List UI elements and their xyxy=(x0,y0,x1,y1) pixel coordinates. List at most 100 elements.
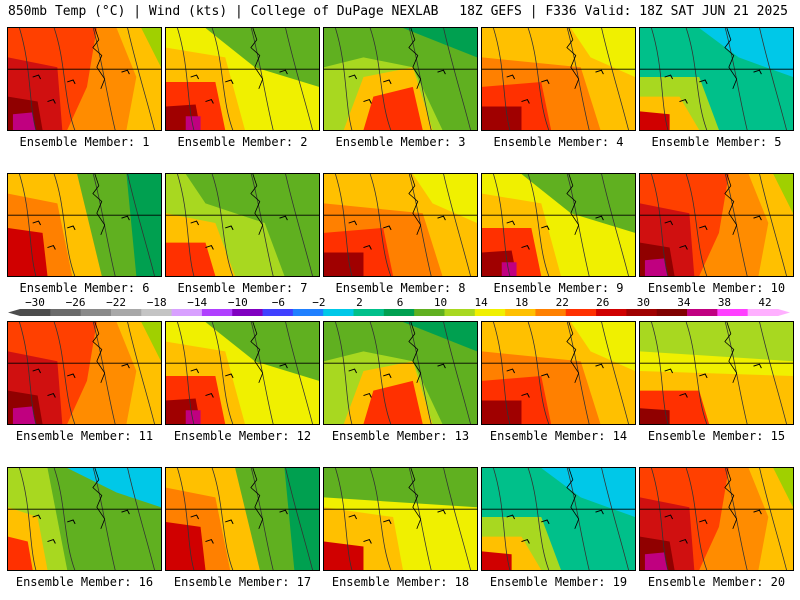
wind-barb xyxy=(437,509,446,515)
wind-barb xyxy=(595,363,604,369)
wind-barb xyxy=(205,538,214,544)
height-contour xyxy=(443,174,471,276)
ensemble-member-map xyxy=(639,27,794,131)
ensemble-member-map xyxy=(323,27,478,131)
wind-barb xyxy=(47,98,56,104)
wind-barb xyxy=(348,514,358,520)
temperature-region xyxy=(501,262,517,276)
wind-barb xyxy=(67,373,76,379)
wind-barb xyxy=(699,373,708,379)
colorbar-segment xyxy=(535,309,567,316)
coastline xyxy=(250,468,264,529)
temperature-region xyxy=(640,408,670,424)
temperature-region xyxy=(482,106,522,130)
coastline xyxy=(566,28,580,89)
coastline xyxy=(724,28,738,89)
ensemble-member-caption: Ensemble Member: 3 xyxy=(335,135,466,149)
height-contour xyxy=(527,468,550,570)
ensemble-member-map xyxy=(165,27,320,131)
temperature-region xyxy=(284,468,319,570)
coastline xyxy=(724,322,738,383)
wind-barb xyxy=(348,220,358,226)
height-contour xyxy=(53,28,76,130)
colorbar-segment xyxy=(626,309,658,316)
wind-barb xyxy=(383,225,392,231)
temperature-region xyxy=(8,227,48,276)
wind-barb xyxy=(225,373,234,379)
ensemble-member-caption: Ensemble Member: 19 xyxy=(489,575,628,589)
height-contour xyxy=(285,468,313,570)
height-contour xyxy=(443,322,471,424)
wind-barb xyxy=(541,373,550,379)
wind-barb xyxy=(190,220,200,226)
temperature-region xyxy=(570,322,635,372)
wind-barb xyxy=(205,98,214,104)
wind-barb xyxy=(506,74,516,80)
wind-barb xyxy=(279,509,288,515)
colorbar-segment xyxy=(50,309,82,316)
coastline xyxy=(92,174,106,235)
colorbar-segment xyxy=(262,309,294,316)
colorbar-segment xyxy=(80,309,112,316)
wind-barb xyxy=(279,215,288,221)
coastline xyxy=(250,28,264,89)
height-contour xyxy=(759,322,787,424)
coastline xyxy=(566,174,580,235)
wind-barb xyxy=(67,519,76,525)
temperature-region xyxy=(640,111,670,130)
wind-barb xyxy=(205,244,214,250)
ensemble-member-caption: Ensemble Member: 5 xyxy=(651,135,782,149)
wind-barb xyxy=(32,220,42,226)
height-contour xyxy=(759,174,787,276)
wind-barb xyxy=(437,363,446,369)
wind-barb xyxy=(363,244,372,250)
wind-barb xyxy=(47,244,56,250)
colorbar-segment xyxy=(323,309,355,316)
wind-barb xyxy=(225,519,234,525)
ensemble-member-caption: Ensemble Member: 8 xyxy=(335,281,466,295)
height-contour xyxy=(650,28,669,130)
colorbar-tick-label: 30 xyxy=(637,296,650,309)
ensemble-member-caption: Ensemble Member: 12 xyxy=(173,429,312,443)
colorbar-right-arrow xyxy=(778,309,790,316)
wind-barb xyxy=(506,368,516,374)
height-contour xyxy=(176,322,195,424)
temperature-region xyxy=(116,28,161,130)
wind-barb xyxy=(541,225,550,231)
colorbar-tick-label: −18 xyxy=(147,296,167,309)
wind-barb xyxy=(348,74,358,80)
colorbar-tick-label: 38 xyxy=(718,296,731,309)
height-contour xyxy=(369,322,392,424)
temperature-region xyxy=(12,112,36,130)
colorbar-segment xyxy=(747,309,779,316)
ensemble-member-map xyxy=(639,173,794,277)
height-contour xyxy=(127,174,155,276)
height-contour xyxy=(176,174,195,276)
coastline xyxy=(92,28,106,89)
temperature-region xyxy=(748,174,793,276)
wind-barb xyxy=(753,363,762,369)
temperature-region xyxy=(8,536,33,570)
wind-barb xyxy=(190,368,200,374)
ensemble-member-map xyxy=(165,321,320,425)
temperature-region xyxy=(185,174,319,276)
wind-barb xyxy=(363,98,372,104)
ensemble-member-caption: Ensemble Member: 13 xyxy=(331,429,470,443)
ensemble-member-map xyxy=(7,27,162,131)
height-contour xyxy=(127,322,155,424)
temperature-region xyxy=(748,468,793,570)
ensemble-member-map xyxy=(7,467,162,571)
height-contour xyxy=(334,28,353,130)
temperature-region xyxy=(185,116,201,130)
temperature-region xyxy=(205,28,319,87)
temperature-region xyxy=(324,28,477,130)
coastline xyxy=(408,468,422,529)
wind-barb xyxy=(363,538,372,544)
wind-barb xyxy=(521,392,530,398)
colorbar-tick-label: −22 xyxy=(106,296,126,309)
wind-barb xyxy=(521,244,530,250)
wind-barb xyxy=(679,392,688,398)
colorbar-segment xyxy=(565,309,597,316)
wind-barb xyxy=(753,509,762,515)
ensemble-member-caption: Ensemble Member: 10 xyxy=(647,281,786,295)
